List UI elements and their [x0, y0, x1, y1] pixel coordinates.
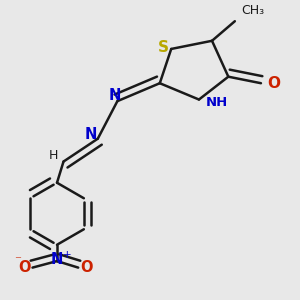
Text: H: H — [49, 149, 58, 162]
Text: O: O — [80, 260, 93, 275]
Text: O: O — [18, 260, 31, 275]
Text: N: N — [109, 88, 121, 103]
Text: O: O — [267, 76, 280, 91]
Text: N: N — [51, 252, 63, 267]
Text: +: + — [62, 250, 71, 260]
Text: ⁻: ⁻ — [14, 254, 21, 267]
Text: CH₃: CH₃ — [242, 4, 265, 17]
Text: N: N — [84, 127, 97, 142]
Text: S: S — [158, 40, 169, 55]
Text: NH: NH — [206, 96, 228, 109]
